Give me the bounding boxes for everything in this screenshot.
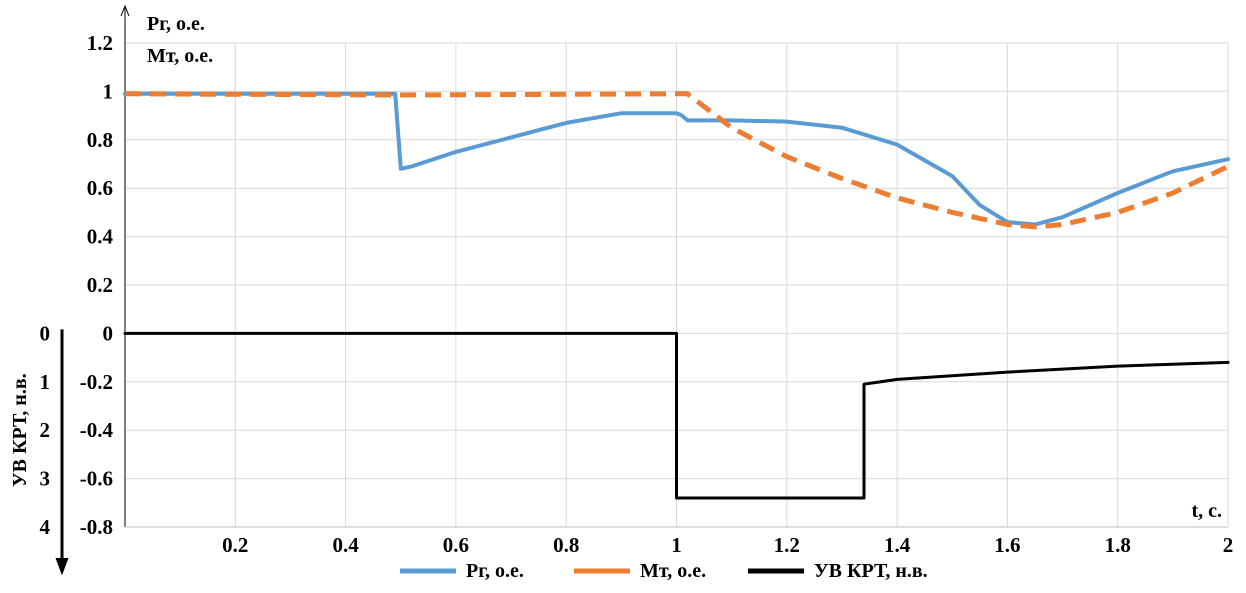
y-axis-arrow (120, 4, 130, 17)
x-tick-label: 0.4 (332, 533, 359, 557)
series-line-1 (124, 91, 1230, 230)
x-tick-label: 1.4 (884, 533, 911, 557)
x-tick-label: 1.6 (994, 533, 1020, 557)
legend-label-0: Pг, о.е. (466, 560, 524, 582)
y-tick-label: 0.8 (87, 128, 113, 152)
y-tick-label: 0 (103, 321, 114, 345)
x-tick-label: 0.2 (222, 533, 248, 557)
y-tick-label: -0.4 (80, 418, 114, 442)
secondary-tick-label: 0 (40, 321, 51, 345)
secondary-axis-title: УВ КРТ, н.в. (9, 373, 31, 487)
y-axis-title-pg: Pг, о.е. (147, 13, 205, 35)
x-tick-label: 1 (671, 533, 682, 557)
secondary-tick-label: 3 (40, 467, 51, 491)
series-layer (123, 91, 1230, 500)
labels: -0.8 -0.6 -0.4 -0.2 0 0.2 0.4 0.6 0.8 1 1.2 0.2 0.4 0… (9, 13, 1233, 557)
x-axis-title: t, с. (1191, 500, 1222, 522)
y-tick-label: 0.4 (87, 225, 114, 249)
secondary-axis-arrow (55, 557, 69, 576)
x-tick-label: 0.8 (553, 533, 579, 557)
y-axis-title-mt: Mт, о.е. (147, 45, 213, 67)
secondary-tick-label: 2 (40, 418, 51, 442)
secondary-tick-label: 1 (40, 370, 51, 394)
legend-label-2: УВ КРТ, н.в. (814, 560, 928, 582)
y-tick-label: 0.6 (87, 176, 113, 200)
series-line-0 (123, 91, 1230, 227)
series-line-2 (123, 331, 1230, 500)
y-tick-label: -0.8 (80, 515, 113, 539)
secondary-tick-label: 4 (40, 515, 51, 539)
legend: Pг, о.е. Mт, о.е. УВ КРТ, н.в. (400, 560, 928, 582)
y-tick-label: 1 (103, 79, 114, 103)
legend-label-1: Mт, о.е. (640, 560, 706, 582)
y-tick-label: -0.2 (80, 370, 113, 394)
x-tick-label: 1.8 (1105, 533, 1131, 557)
x-tick-label: 0.6 (443, 533, 469, 557)
x-tick-label: 1.2 (774, 533, 800, 557)
x-tick-label: 2 (1223, 533, 1234, 557)
y-tick-label: -0.6 (80, 467, 113, 491)
y-tick-label: 1.2 (87, 31, 113, 55)
y-tick-label: 0.2 (87, 273, 113, 297)
